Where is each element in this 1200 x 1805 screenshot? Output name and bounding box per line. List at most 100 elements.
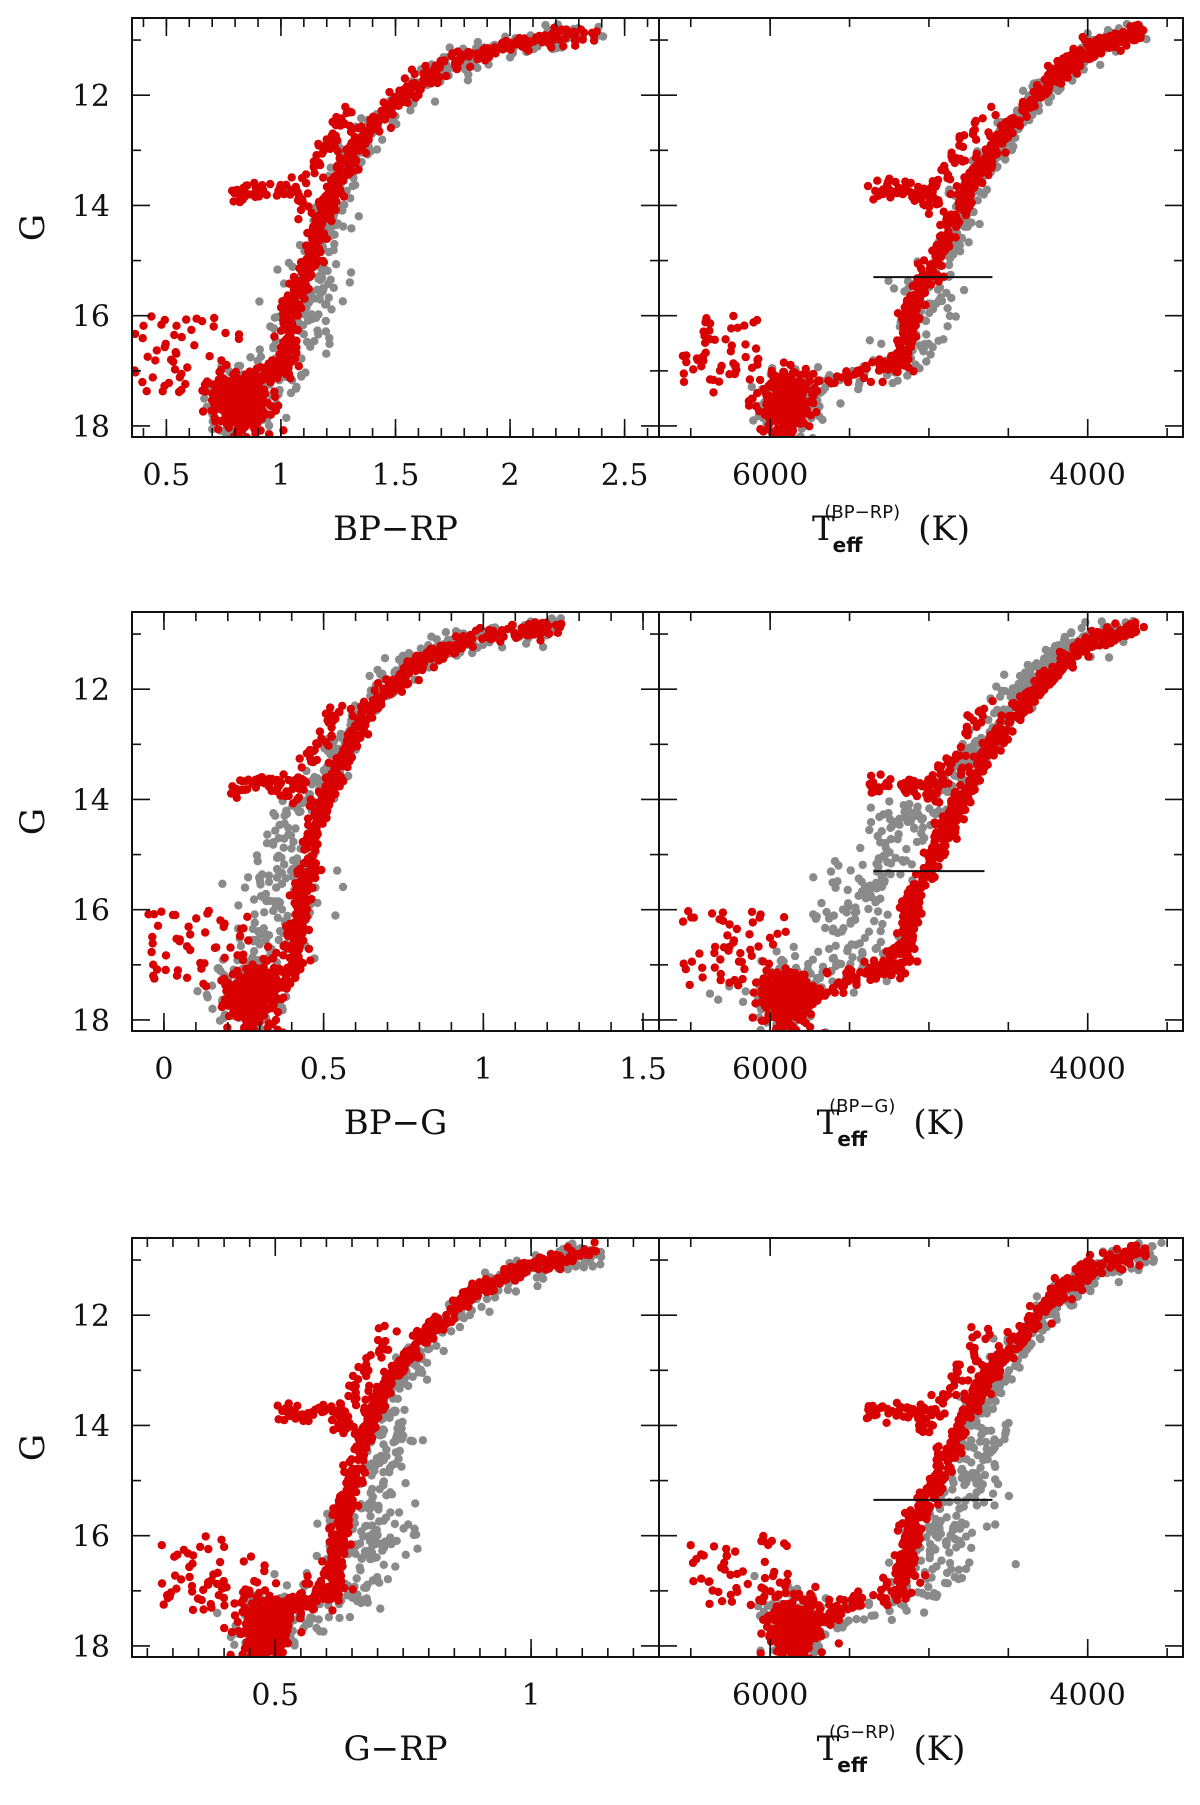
field-star — [922, 357, 931, 366]
member-star — [417, 652, 426, 662]
member-star — [774, 387, 783, 396]
y-axis-label: G — [13, 808, 53, 835]
member-star — [291, 886, 301, 895]
member-star — [755, 375, 765, 385]
member-star — [733, 323, 742, 332]
member-star — [280, 325, 290, 334]
member-star — [210, 380, 219, 389]
member-star — [794, 445, 802, 453]
member-star — [898, 187, 907, 197]
member-star — [1046, 78, 1056, 87]
field-star — [208, 1004, 217, 1013]
y-tick-label: 14 — [72, 189, 110, 224]
member-star — [385, 105, 394, 114]
member-star — [850, 370, 859, 379]
member-star — [240, 377, 250, 386]
field-star — [505, 53, 515, 62]
member-star — [210, 413, 219, 423]
member-star — [520, 34, 529, 43]
x-tick-label: 1 — [271, 458, 290, 493]
member-star — [524, 620, 533, 629]
field-star — [271, 826, 280, 835]
member-star — [809, 398, 818, 408]
member-star — [334, 707, 343, 717]
member-star — [786, 360, 795, 370]
member-star — [203, 909, 212, 918]
field-star — [354, 212, 363, 221]
field-star — [877, 339, 886, 348]
field-star — [255, 927, 264, 936]
field-star — [321, 316, 330, 326]
member-star — [292, 927, 301, 936]
member-star — [234, 786, 243, 795]
member-star — [1076, 52, 1085, 61]
member-star — [984, 128, 993, 137]
member-star — [1066, 58, 1075, 68]
field-star — [250, 918, 259, 927]
member-star — [151, 356, 160, 365]
member-star — [385, 87, 394, 97]
y-tick-label: 16 — [72, 894, 110, 929]
member-star — [309, 163, 318, 172]
member-star — [354, 165, 363, 174]
member-star — [294, 362, 303, 371]
member-star — [239, 457, 247, 465]
field-star — [1018, 86, 1028, 96]
member-star — [132, 329, 140, 339]
member-star — [279, 770, 288, 779]
member-star — [403, 669, 412, 678]
member-star — [303, 814, 313, 823]
member-star — [922, 201, 932, 210]
member-star — [326, 703, 335, 712]
member-star — [471, 626, 481, 635]
member-star — [343, 159, 353, 169]
member-star — [544, 629, 554, 638]
field-star — [404, 648, 414, 658]
member-star — [190, 341, 199, 350]
field-star — [796, 432, 805, 437]
member-star — [147, 947, 156, 957]
field-star — [321, 327, 331, 336]
member-star — [488, 626, 498, 636]
member-star — [730, 369, 739, 379]
member-star — [904, 322, 913, 331]
member-star — [263, 398, 272, 407]
member-star — [295, 754, 304, 763]
member-star — [202, 377, 212, 386]
member-star — [352, 736, 361, 745]
field-star — [273, 265, 282, 274]
member-star — [292, 187, 302, 196]
y-tick-label: 12 — [72, 673, 110, 708]
member-star — [346, 704, 355, 714]
field-star — [934, 297, 943, 306]
member-star — [250, 178, 259, 188]
member-star — [289, 939, 298, 949]
field-star — [284, 258, 294, 268]
field-star — [922, 330, 931, 339]
member-star — [999, 126, 1008, 135]
member-star — [240, 1013, 249, 1022]
member-star — [277, 356, 286, 365]
member-star — [150, 974, 159, 983]
member-star — [265, 993, 275, 1002]
field-star — [264, 421, 274, 430]
member-star — [425, 652, 435, 661]
member-star — [971, 116, 980, 126]
member-star — [936, 220, 945, 230]
member-star — [747, 363, 757, 372]
member-star — [801, 369, 811, 379]
member-star — [501, 36, 511, 46]
member-star — [900, 309, 909, 318]
member-star — [366, 711, 375, 720]
field-star — [291, 824, 300, 833]
field-star — [541, 20, 550, 30]
member-star — [785, 438, 793, 446]
member-star — [238, 777, 247, 786]
member-star — [209, 322, 218, 331]
member-star — [318, 194, 328, 204]
x-tick-label: 0.5 — [300, 1052, 348, 1087]
member-star — [971, 153, 981, 162]
member-star — [148, 932, 157, 942]
member-star — [1110, 42, 1119, 52]
field-star — [271, 902, 281, 911]
